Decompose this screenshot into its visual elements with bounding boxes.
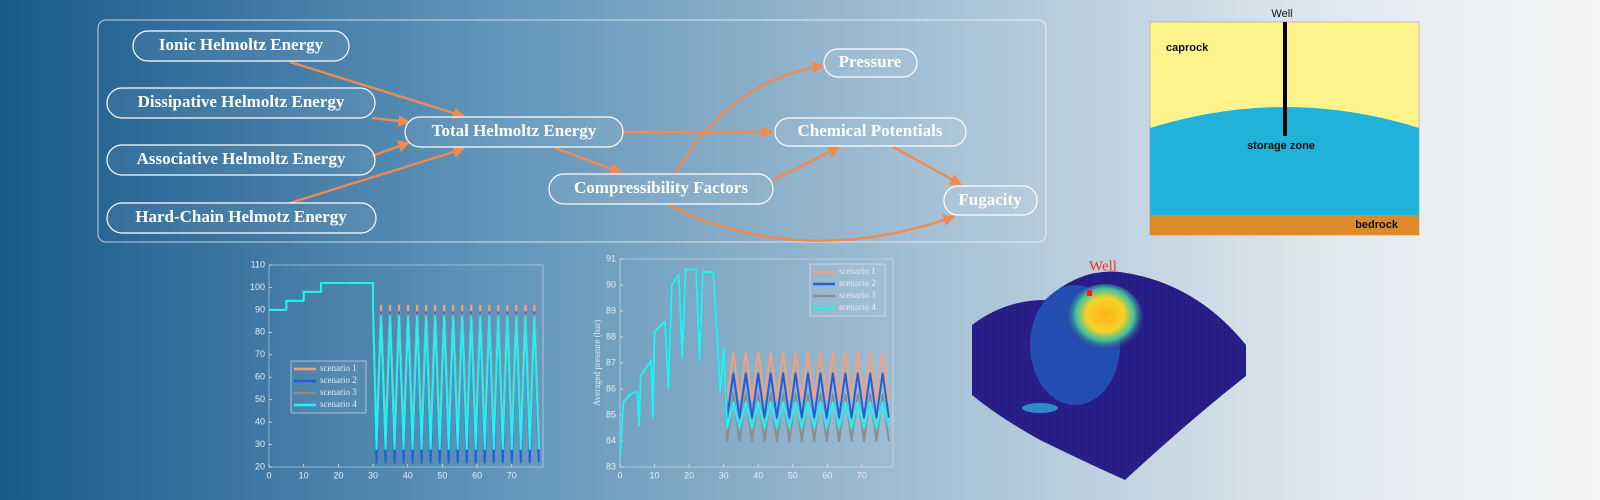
y-tick-label: 80 [255,327,265,337]
well-label: Well [1271,8,1292,20]
legend-label: scenario 1 [320,363,357,373]
x-tick-label: 50 [788,470,798,480]
legend-label: scenario 1 [839,266,876,276]
node: Dissipative Helmoltz Energy [106,87,376,119]
edge [371,114,411,127]
reservoir-schematic: Well caprock storage zone bedrock [1149,8,1420,236]
x-tick-label: 30 [719,470,729,480]
x-tick-label: 0 [617,470,622,480]
y-tick-label: 70 [255,349,265,359]
node: Compressibility Factors [548,173,774,205]
series-line [619,268,890,457]
diagram-frame [97,19,1047,243]
edge [371,140,411,158]
bedrock-layer [1150,215,1419,235]
node: Total Helmoltz Energy [404,116,624,148]
edge [554,146,623,175]
legend-label: scenario 2 [320,375,357,385]
plume [1067,284,1143,352]
x-tick-label: 30 [368,470,378,480]
y-tick-label: 90 [255,304,265,314]
y-axis-label: Averaged pressure (bar) [592,320,602,406]
y-tick-label: 110 [251,259,265,269]
node: Chemical Potentials [774,117,967,147]
well-marker [1087,290,1092,296]
y-tick-label: 40 [255,416,265,426]
node: Ionic Helmoltz Energy [132,30,350,62]
y-tick-label: 83 [606,461,616,471]
node-label: Compressibility Factors [574,178,748,197]
y-tick-label: 88 [606,331,616,341]
y-tick-label: 85 [606,409,616,419]
x-tick-label: 60 [472,470,482,480]
x-tick-label: 60 [822,470,832,480]
legend-label: scenario 4 [839,302,876,312]
y-tick-label: 91 [606,253,616,263]
x-tick-label: 70 [857,470,867,480]
edge [772,146,841,182]
x-tick-label: 10 [299,470,309,480]
y-tick-label: 60 [255,372,265,382]
legend-label: scenario 4 [320,399,357,409]
node-label: Pressure [839,52,902,71]
y-tick-label: 30 [255,439,265,449]
x-tick-label: 50 [437,470,447,480]
y-tick-label: 87 [606,357,616,367]
y-tick-label: 90 [606,279,616,289]
node: Fugacity [943,185,1038,216]
node: Pressure [823,48,918,78]
y-tick-label: 86 [606,383,616,393]
storage-label: storage zone [1247,140,1315,152]
storage-layer [1150,107,1419,215]
plume [1022,403,1058,413]
caprock-label: caprock [1166,42,1209,54]
legend-label: scenario 2 [839,278,876,288]
x-tick-label: 40 [403,470,413,480]
legend-label: scenario 3 [839,290,876,300]
y-tick-label: 89 [606,305,616,315]
node-label: Associative Helmoltz Energy [137,149,346,168]
surface-plot: Well [972,258,1246,480]
edge [892,145,963,186]
x-tick-label: 0 [266,470,271,480]
edge [667,203,956,243]
well-label: Well [1089,258,1117,274]
y-tick-label: 84 [606,435,616,445]
edge [673,61,825,175]
y-tick-label: 50 [255,394,265,404]
series-line [269,281,540,451]
node-label: Dissipative Helmoltz Energy [138,92,345,111]
node-label: Ionic Helmoltz Energy [159,35,324,54]
x-tick-label: 10 [650,470,660,480]
y-tick-label: 100 [250,282,265,292]
bedrock-label: bedrock [1355,219,1399,231]
y-tick-label: 20 [255,461,265,471]
plot-frame [268,264,544,468]
edges [289,60,963,243]
x-tick-label: 20 [684,470,694,480]
node: Associative Helmoltz Energy [106,144,376,176]
x-tick-label: 20 [333,470,343,480]
edge [289,146,466,205]
node-label: Fugacity [958,190,1022,209]
node: Hard-Chain Helmotz Energy [106,202,377,234]
legend-label: scenario 3 [320,387,357,397]
node-label: Total Helmoltz Energy [432,121,597,140]
edge [289,60,466,119]
node-label: Hard-Chain Helmotz Energy [135,207,347,226]
x-tick-label: 40 [753,470,763,480]
node-label: Chemical Potentials [798,121,943,140]
x-tick-label: 70 [507,470,517,480]
